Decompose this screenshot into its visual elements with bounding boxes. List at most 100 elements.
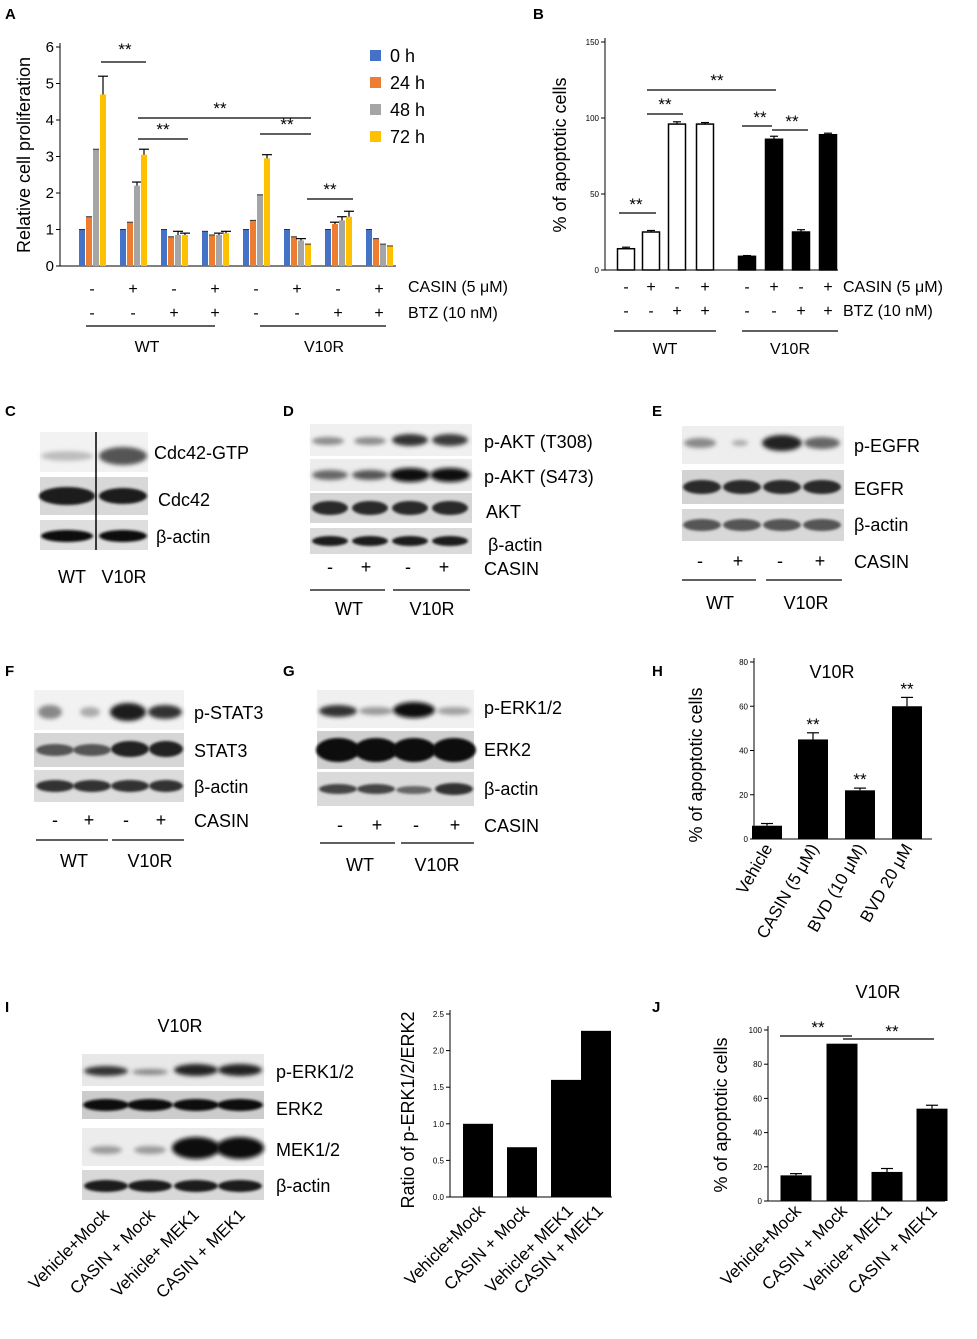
blot-i-band (218, 1180, 262, 1192)
chart-b-casin-sign: - (674, 279, 679, 296)
chart-a-bar (250, 220, 256, 266)
chart-a-legend-swatch (370, 77, 381, 88)
chart-a-bar (264, 158, 270, 266)
blot-e-band (763, 519, 801, 531)
chart-h-sig: ** (806, 715, 820, 734)
blot-g-band (319, 705, 357, 717)
chart-j-bar (780, 1175, 812, 1201)
chart-b-casin-sign: - (623, 279, 628, 296)
chart-i: Ratio of p-ERK1/2/ERK2 0.0 0.5 1.0 1.5 2.0 2.… (398, 1010, 612, 1298)
chart-a-sig-1: ** (118, 40, 132, 59)
chart-a-bar (120, 229, 126, 266)
chart-b-casin-sign: - (744, 279, 749, 296)
blot-e-band (803, 519, 841, 531)
blot-g-band (435, 783, 473, 795)
blot-g-band (432, 738, 476, 762)
chart-a-bar (100, 94, 106, 266)
chart-a-ylabel: Relative cell proliferation (14, 57, 34, 253)
chart-a-ytick-label: 4 (46, 112, 54, 129)
blot-e-band (804, 437, 840, 449)
blot-f-band (111, 741, 149, 757)
blot-d-band (312, 470, 348, 480)
chart-a-bar (366, 229, 372, 266)
chart-j-ytick-label: 60 (753, 1094, 762, 1103)
blot-i-label-4: β-actin (276, 1176, 330, 1196)
chart-i-bar (581, 1030, 611, 1197)
chart-b-bar (764, 138, 784, 271)
chart-a-bar (346, 216, 352, 266)
chart-j-ytick-label: 40 (753, 1129, 762, 1138)
blot-g-band (393, 702, 435, 718)
chart-h-sig: ** (900, 679, 914, 698)
chart-a-casin-sign: - (171, 281, 176, 298)
chart-a-bar (161, 229, 167, 266)
blot-g-label-2: ERK2 (484, 740, 531, 760)
chart-b-ylabel: % of apoptotic cells (550, 77, 570, 232)
chart-a-bar (243, 229, 249, 266)
blot-i: V10R p-ERK1/2 ERK2 MEK1/2 β-actin Vehicl… (25, 1016, 354, 1302)
blot-c-band (99, 530, 147, 542)
chart-b-casin-sign: - (798, 279, 803, 296)
chart-h-ytick-label: 60 (739, 702, 748, 711)
blot-i-label-1: p-ERK1/2 (276, 1062, 354, 1082)
blot-e-treatment: CASIN (854, 552, 909, 572)
chart-a-legend-label: 48 h (390, 100, 425, 120)
blot-d-label-4: β-actin (488, 535, 542, 555)
chart-a-bar (387, 245, 393, 266)
chart-j-bar (826, 1043, 858, 1201)
panel-label-c: C (5, 403, 16, 420)
chart-a-casin-sign: + (128, 281, 137, 298)
blot-c-label-1: Cdc42-GTP (154, 443, 249, 463)
blot-d-treatment: CASIN (484, 559, 539, 579)
chart-h-ytick-label: 80 (739, 658, 748, 667)
chart-j-ytick-label: 20 (753, 1163, 762, 1172)
chart-b-ytick-label: 100 (586, 114, 600, 123)
chart-b-sig-1: ** (629, 195, 643, 214)
panel-label-d: D (283, 403, 294, 420)
chart-b-sig-3: ** (710, 71, 724, 90)
chart-j-ytick-label: 100 (749, 1026, 763, 1035)
blot-i-band (128, 1180, 172, 1192)
chart-a-ytick-label: 3 (46, 149, 54, 166)
blot-e-band (723, 480, 761, 494)
chart-b-row-casin: CASIN (5 μM) (843, 279, 943, 296)
panel-label-j: J (652, 999, 660, 1016)
chart-j-category: Vehicle+Mock (717, 1201, 805, 1289)
chart-a-bar (182, 234, 188, 266)
chart-b-casin-sign: + (769, 279, 778, 296)
chart-j-bar (871, 1171, 903, 1201)
blot-g: p-ERK1/2 ERK2 β-actin - + - + CASIN WT V… (316, 690, 562, 875)
blot-g-lane-4-sign: + (450, 815, 461, 835)
blot-g-genotype-wt: WT (346, 855, 374, 875)
chart-a-btz-sign: - (130, 305, 135, 322)
blot-f-lane-3-sign: - (123, 810, 129, 830)
chart-b-bar (818, 133, 838, 271)
chart-a-casin-sign: + (292, 281, 301, 298)
chart-a-ytick-label: 6 (46, 39, 54, 56)
blot-i-label-2: ERK2 (276, 1099, 323, 1119)
blot-g-lane-3-sign: - (413, 815, 419, 835)
chart-a-btz-sign: + (374, 305, 383, 322)
chart-a-bar (298, 240, 304, 266)
blot-d-lane-4-sign: + (439, 557, 450, 577)
blot-e-genotype-v10r: V10R (783, 593, 828, 613)
blot-i-label-3: MEK1/2 (276, 1140, 340, 1160)
blot-g-band (437, 707, 471, 715)
blot-i-band (84, 1180, 128, 1192)
blot-d-band (352, 501, 388, 515)
chart-a-bar (141, 154, 147, 266)
chart-b-btz-sign: - (648, 303, 653, 320)
blot-f-band (80, 707, 100, 717)
chart-i-ytick-label: 0.5 (433, 1156, 445, 1165)
chart-i-ytick-label: 1.5 (433, 1083, 445, 1092)
blot-i-band (218, 1064, 262, 1076)
blot-d-band (352, 470, 388, 480)
blot-g-band (357, 784, 395, 794)
chart-h-sig: ** (853, 770, 867, 789)
chart-h-bar (845, 790, 875, 839)
blot-e-band (762, 435, 802, 451)
blot-d-label-1: p-AKT (T308) (484, 432, 593, 452)
chart-b-genotype-wt: WT (653, 341, 678, 358)
chart-j-title: V10R (855, 982, 900, 1002)
chart-b-bar (667, 123, 687, 271)
